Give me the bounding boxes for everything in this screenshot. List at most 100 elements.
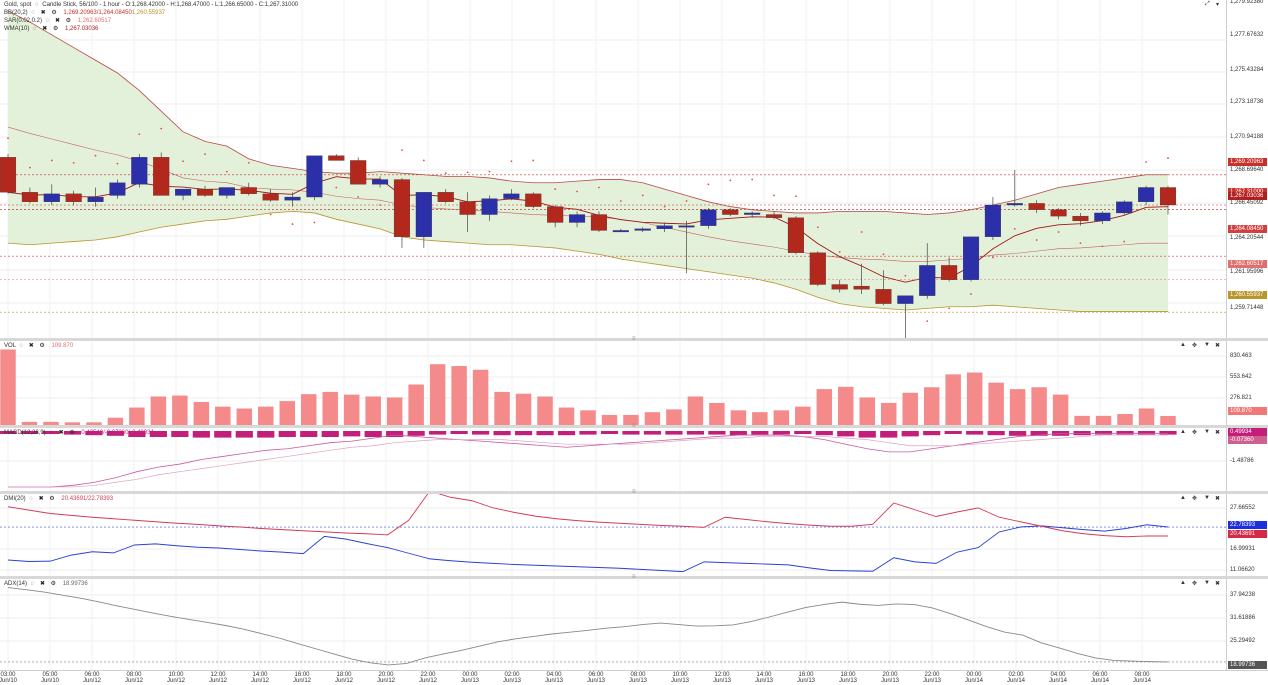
- time-axis[interactable]: 03:00 Jun/10 05:00 Jun/10 06:00 Jun/12 08:00 Ju…: [0, 670, 1268, 685]
- dmi-chart[interactable]: [0, 494, 1226, 577]
- gear-icon[interactable]: ⚙: [65, 18, 72, 24]
- gear-icon[interactable]: ⚙: [49, 496, 55, 502]
- eye-icon[interactable]: ◌: [30, 581, 35, 587]
- price-pane[interactable]: Gold, spot ◌ Candle Stick, 56/100 - 1 ho…: [0, 0, 1268, 340]
- close-pane-icon[interactable]: ✖: [1215, 496, 1221, 502]
- close-pane-icon[interactable]: ✖: [1215, 430, 1221, 436]
- macd-chart-area[interactable]: MACD(12,26,9) ◌ ✖ ⚙ 0.43549/-0.07360/-0.…: [0, 428, 1226, 492]
- close-pane-icon[interactable]: ✖: [1215, 343, 1221, 349]
- volume-tick: 276.821: [1230, 395, 1252, 401]
- bollinger-lower-line: [7, 210, 1168, 312]
- dmi-axis[interactable]: 27.66552 16.99931 11.06620 22.78393 20.43691: [1226, 494, 1268, 577]
- close-icon[interactable]: ✖: [40, 10, 46, 16]
- move-down-icon[interactable]: ▼: [1204, 429, 1210, 435]
- close-icon[interactable]: ✖: [54, 18, 60, 24]
- move-up-icon[interactable]: ▲: [1180, 580, 1186, 586]
- grip-icon[interactable]: ≡: [632, 489, 636, 495]
- macd-histogram-bar: [729, 431, 747, 436]
- candle-body: [1050, 209, 1067, 217]
- price-chart-area[interactable]: Gold, spot ◌ Candle Stick, 56/100 - 1 ho…: [0, 0, 1226, 340]
- close-icon[interactable]: ✖: [39, 581, 45, 587]
- time-label: 02:00: [1008, 672, 1024, 678]
- eye-icon[interactable]: ◌: [45, 18, 50, 24]
- pane-splitter[interactable]: ≡: [0, 489, 1268, 495]
- eye-icon[interactable]: ◌: [35, 2, 39, 8]
- dmi-chart-area[interactable]: DMI(20) ◌ ✖ ⚙ 20.43691/22.78393 ▲ ✥ ▼ ✖: [0, 494, 1226, 577]
- eye-icon[interactable]: ◌: [29, 496, 33, 502]
- candle-body: [919, 265, 936, 296]
- pane-splitter[interactable]: ≡: [0, 574, 1268, 580]
- move-down-icon[interactable]: ▼: [1204, 495, 1210, 501]
- sar-dot: [247, 161, 250, 164]
- move-down-icon[interactable]: ▼: [1204, 580, 1210, 586]
- volume-bar: [601, 414, 618, 426]
- move-up-icon[interactable]: ▲: [1180, 495, 1186, 501]
- volume-axis[interactable]: 830.463 553.642 276.821 109.870: [1226, 341, 1268, 426]
- close-icon[interactable]: ✖: [58, 430, 64, 436]
- move-icon[interactable]: ✥: [1192, 430, 1198, 436]
- close-icon[interactable]: ✖: [38, 496, 44, 502]
- expand-icon[interactable]: ⤢: [1205, 1, 1210, 7]
- price-tag: 1,260.55937: [1228, 291, 1267, 299]
- macd-chart[interactable]: [0, 428, 1226, 492]
- volume-bar: [1117, 414, 1133, 426]
- volume-pane[interactable]: VOL ◌ ✖ ⚙ 109.870 ▲ ✥ ▼ ✖ 830.463 553.642…: [0, 341, 1268, 426]
- close-pane-icon[interactable]: ✖: [1215, 581, 1221, 587]
- volume-bar: [1009, 389, 1026, 426]
- volume-bar: [623, 414, 639, 426]
- sar-dot: [7, 137, 9, 140]
- eye-icon[interactable]: ◌: [19, 343, 24, 349]
- macd-histogram-bar: [192, 431, 210, 438]
- gear-icon[interactable]: ⚙: [50, 581, 57, 587]
- grip-icon[interactable]: ≡: [632, 574, 636, 580]
- move-up-icon[interactable]: ▲: [1180, 342, 1186, 348]
- gear-icon[interactable]: ⚙: [52, 26, 59, 32]
- macd-histogram-bar: [472, 431, 490, 435]
- macd-pane[interactable]: MACD(12,26,9) ◌ ✖ ⚙ 0.43549/-0.07360/-0.…: [0, 428, 1268, 492]
- sar-dot: [466, 171, 469, 174]
- wma-value: 1,267.03036: [65, 26, 99, 32]
- sar-dot: [729, 179, 732, 182]
- sar-dot: [225, 170, 228, 173]
- macd-histogram-bar: [557, 431, 576, 436]
- adx-axis[interactable]: 37.94238 31.61886 25.29492 18.99736: [1226, 579, 1268, 670]
- macd-axis[interactable]: -1.48786 0.49934 -0.07360: [1226, 428, 1268, 492]
- gear-icon[interactable]: ⚙: [51, 10, 57, 16]
- move-icon[interactable]: ✥: [1192, 496, 1198, 502]
- close-icon[interactable]: ✖: [28, 343, 34, 349]
- macd-histogram-bar: [214, 431, 232, 438]
- candle-body: [65, 193, 82, 202]
- date-label: Jun/13: [922, 678, 942, 684]
- gear-icon[interactable]: ⚙: [39, 343, 45, 349]
- pane-splitter[interactable]: ≡: [0, 423, 1268, 429]
- price-chart[interactable]: [0, 0, 1226, 340]
- move-icon[interactable]: ✥: [1192, 581, 1198, 587]
- move-down-icon[interactable]: ▼: [1204, 342, 1210, 348]
- macd-histogram-bar: [622, 431, 640, 435]
- eye-icon[interactable]: ◌: [31, 10, 35, 16]
- macd-values: 0.43549/-0.07360/-0.49934: [81, 430, 154, 436]
- volume-chart-area[interactable]: VOL ◌ ✖ ⚙ 109.870 ▲ ✥ ▼ ✖: [0, 341, 1226, 426]
- grip-icon[interactable]: ≡: [632, 336, 636, 342]
- candle-body: [306, 155, 323, 198]
- move-icon[interactable]: ✥: [1192, 343, 1198, 349]
- adx-chart[interactable]: [0, 579, 1226, 670]
- adx-chart-area[interactable]: ADX(14) ◌ ✖ ⚙ 18.99736 ▲ ✥ ▼ ✖: [0, 579, 1226, 670]
- candle-body: [569, 214, 586, 223]
- eye-icon[interactable]: ◌: [49, 430, 53, 436]
- sar-dot: [816, 226, 819, 229]
- time-label: 16:00: [798, 672, 814, 678]
- move-up-icon[interactable]: ▲: [1180, 429, 1186, 435]
- grip-icon[interactable]: ≡: [632, 423, 636, 429]
- price-axis[interactable]: 1,279.92380 1,277.67632 1,275.43284 1,273.1…: [1226, 0, 1268, 340]
- candle-body: [1159, 187, 1177, 206]
- volume-chart[interactable]: [0, 341, 1226, 426]
- gear-icon[interactable]: ⚙: [69, 430, 75, 436]
- sar-dot: [291, 223, 294, 225]
- dmi-pane[interactable]: DMI(20) ◌ ✖ ⚙ 20.43691/22.78393 ▲ ✥ ▼ ✖ …: [0, 494, 1268, 577]
- eye-icon[interactable]: ◌: [33, 26, 37, 32]
- chevron-down-icon[interactable]: ▾: [1216, 2, 1220, 8]
- close-icon[interactable]: ✖: [42, 26, 48, 32]
- adx-pane[interactable]: ADX(14) ◌ ✖ ⚙ 18.99736 ▲ ✥ ▼ ✖ 37.94238 3…: [0, 579, 1268, 670]
- pane-splitter[interactable]: ≡: [0, 336, 1268, 342]
